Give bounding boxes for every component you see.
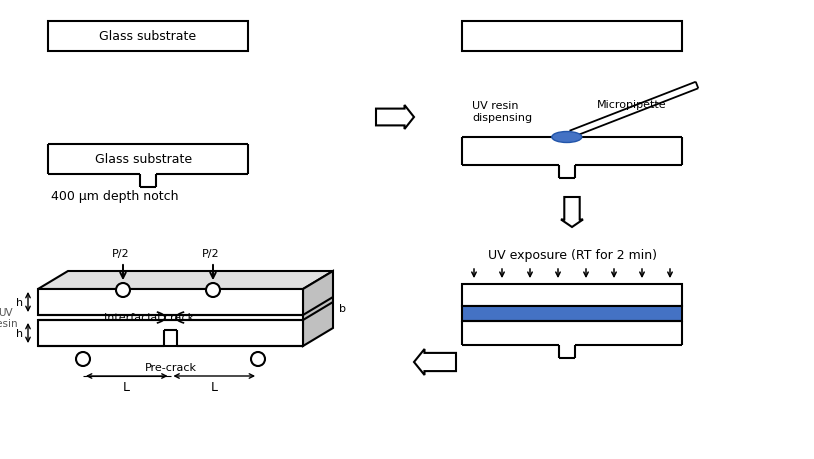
Text: L: L	[211, 381, 218, 394]
Text: Glass substrate: Glass substrate	[95, 153, 192, 166]
Text: UV exposure (RT for 2 min): UV exposure (RT for 2 min)	[488, 248, 657, 261]
Bar	[48, 22, 248, 52]
Polygon shape	[38, 320, 303, 346]
Text: UV resin
dispensing: UV resin dispensing	[472, 101, 532, 123]
Text: b: b	[339, 304, 346, 314]
Text: P/2: P/2	[202, 248, 220, 258]
Polygon shape	[38, 289, 303, 315]
Text: h: h	[16, 297, 24, 308]
Text: 400 μm depth notch: 400 μm depth notch	[51, 190, 179, 203]
Polygon shape	[414, 349, 456, 375]
Polygon shape	[38, 271, 333, 289]
Bar	[462, 285, 682, 306]
Circle shape	[116, 283, 130, 297]
Text: Pre-crack: Pre-crack	[145, 362, 196, 372]
Text: L: L	[123, 381, 130, 394]
Circle shape	[76, 352, 90, 366]
Bar	[462, 22, 682, 52]
Circle shape	[206, 283, 220, 297]
Polygon shape	[561, 197, 583, 228]
Polygon shape	[376, 106, 414, 130]
Text: UV
resin: UV resin	[0, 307, 18, 329]
Circle shape	[251, 352, 265, 366]
Polygon shape	[303, 271, 333, 346]
Bar	[462, 306, 682, 321]
Text: P/2: P/2	[112, 248, 129, 258]
Ellipse shape	[552, 132, 582, 143]
Text: h: h	[16, 328, 24, 338]
Text: Glass substrate: Glass substrate	[99, 30, 196, 44]
Text: Micropipette: Micropipette	[597, 100, 667, 110]
Text: Interfacial crack: Interfacial crack	[104, 313, 195, 323]
